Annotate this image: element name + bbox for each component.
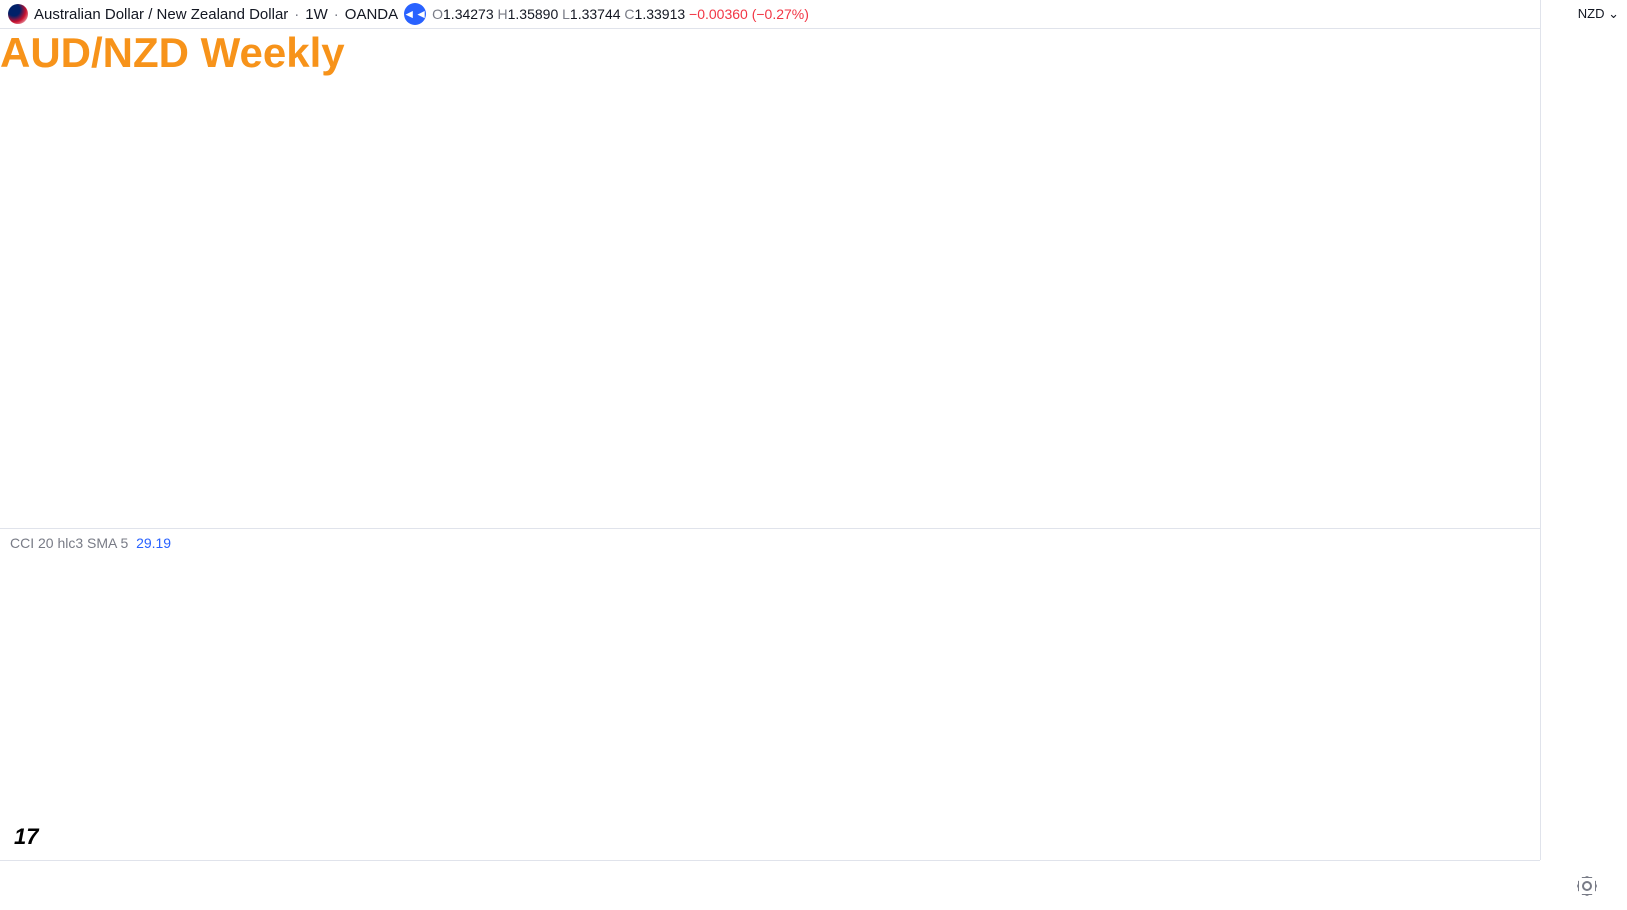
price-axis[interactable]: NZD ⌄ [1540, 0, 1627, 860]
settings-icon[interactable] [1577, 876, 1597, 896]
replay-back-icon[interactable]: ◄◄ [404, 3, 426, 25]
currency-text: NZD [1578, 6, 1605, 21]
exchange-label: OANDA [345, 6, 398, 23]
flag-icon [8, 4, 28, 24]
time-axis[interactable] [0, 860, 1540, 910]
currency-label[interactable]: NZD ⌄ [1578, 6, 1619, 22]
ohlc-readout: O1.34273 H1.35890 L1.33744 C1.33913 −0.0… [432, 6, 809, 22]
price-chart[interactable]: AUD/NZD Weekly [0, 28, 1540, 528]
ohlc-l: 1.33744 [570, 6, 621, 22]
change-pct: (−0.27%) [752, 6, 809, 22]
cci-svg [0, 529, 1540, 861]
ohlc-h: 1.35890 [508, 6, 559, 22]
symbol-name[interactable]: Australian Dollar / New Zealand Dollar [34, 6, 288, 23]
ohlc-c: 1.33913 [635, 6, 686, 22]
cci-label: CCI 20 hlc3 SMA 5 [10, 535, 128, 551]
cci-panel[interactable]: CCI 20 hlc3 SMA 5 29.19 17 [0, 528, 1540, 860]
cci-value: 29.19 [136, 535, 171, 551]
price-chart-svg [0, 29, 1540, 529]
interval-label[interactable]: 1W [305, 6, 328, 23]
tradingview-logo-icon: 17 [14, 824, 38, 850]
chart-title: AUD/NZD Weekly [0, 29, 345, 77]
chart-header: Australian Dollar / New Zealand Dollar ·… [0, 0, 1627, 28]
dot-sep: · [334, 6, 339, 23]
ohlc-o: 1.34273 [443, 6, 494, 22]
change-value: −0.00360 [689, 6, 748, 22]
cci-title: CCI 20 hlc3 SMA 5 29.19 [10, 535, 171, 551]
chevron-down-icon: ⌄ [1608, 6, 1619, 21]
dot-sep: · [294, 6, 299, 23]
